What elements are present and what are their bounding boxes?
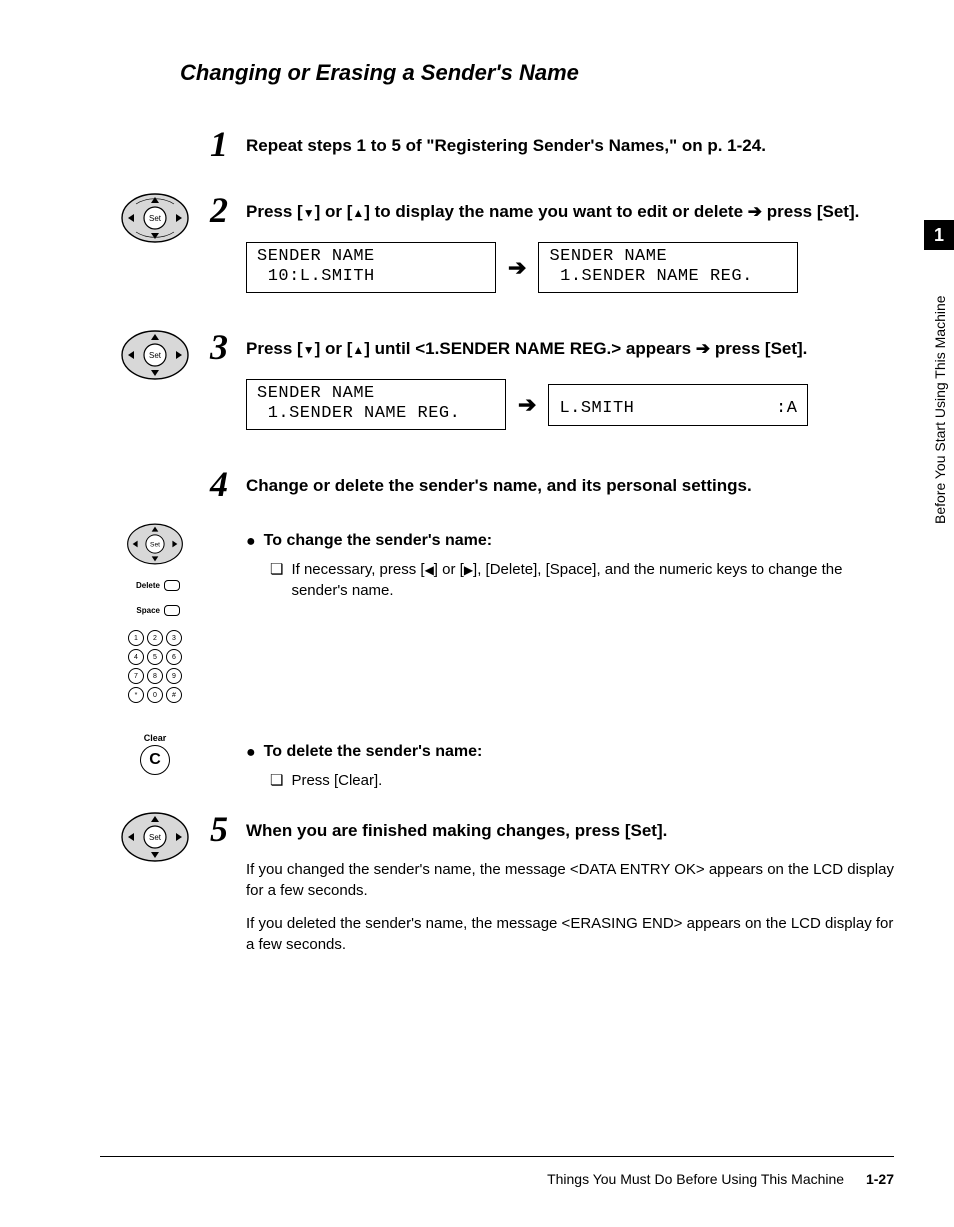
step-number: 1 [210, 126, 234, 162]
svg-text:Set: Set [149, 214, 162, 223]
paragraph: If you changed the sender's name, the me… [246, 859, 894, 901]
arrow-icon: ➔ [508, 255, 526, 281]
step-5: Set 5 When you are finished making chang… [100, 811, 894, 955]
down-icon: ▼ [303, 343, 315, 357]
step-number: 2 [210, 192, 234, 228]
up-icon: ▲ [352, 343, 364, 357]
step-4-change: Set Delete Space 123 456 789 *0# [100, 522, 894, 703]
step-4: 4 Change or delete the sender's name, an… [100, 466, 894, 502]
sub-heading: To change the sender's name: [264, 532, 492, 550]
svg-text:Set: Set [150, 542, 160, 549]
lcd-display: SENDER NAME 1.SENDER NAME REG. [246, 379, 506, 430]
navpad-icon: Set [126, 522, 184, 566]
section-title: Changing or Erasing a Sender's Name [180, 60, 894, 86]
step-number: 3 [210, 329, 234, 365]
step-4-delete: Clear C ● To delete the sender's name: ❏… [100, 733, 894, 791]
navpad-icon: Set [120, 811, 190, 863]
clear-button-icon: Clear C [140, 733, 170, 775]
up-icon: ▲ [352, 206, 364, 220]
step-text: Repeat steps 1 to 5 of "Registering Send… [246, 126, 766, 159]
step-text: When you are finished making changes, pr… [246, 811, 667, 844]
sub-heading: To delete the sender's name: [264, 743, 483, 761]
space-button-icon: Space [130, 605, 180, 616]
step-number: 5 [210, 811, 234, 847]
arrow-icon: ➔ [748, 202, 762, 221]
chapter-tab: 1 [924, 220, 954, 250]
down-icon: ▼ [303, 206, 315, 220]
lcd-display: L.SMITH:A [548, 384, 808, 426]
step-2: Set 2 Press [▼] or [▲] to display the na… [100, 192, 894, 309]
svg-text:Set: Set [149, 833, 162, 842]
step-number: 4 [210, 466, 234, 502]
step-text: Change or delete the sender's name, and … [246, 466, 752, 499]
box-bullet-icon: ❏ [270, 559, 283, 601]
navpad-icon: Set [120, 329, 190, 381]
step-text: Press [▼] or [▲] until <1.SENDER NAME RE… [246, 329, 807, 362]
box-bullet-icon: ❏ [270, 770, 283, 791]
page-number: 1-27 [866, 1171, 894, 1187]
step-text: Press [▼] or [▲] to display the name you… [246, 192, 859, 225]
bullet-icon: ● [246, 532, 256, 553]
lcd-display: SENDER NAME 1.SENDER NAME REG. [538, 242, 798, 293]
bullet-icon: ● [246, 743, 256, 764]
left-icon: ◀ [425, 563, 434, 577]
footer-section: Things You Must Do Before Using This Mac… [547, 1171, 844, 1187]
arrow-icon: ➔ [518, 392, 536, 418]
step-3: Set 3 Press [▼] or [▲] until <1.SENDER N… [100, 329, 894, 446]
footer-rule [100, 1156, 894, 1157]
step-1: 1 Repeat steps 1 to 5 of "Registering Se… [100, 126, 894, 162]
chapter-label: Before You Start Using This Machine [932, 260, 948, 560]
sub-item-text: Press [Clear]. [291, 770, 382, 791]
paragraph: If you deleted the sender's name, the me… [246, 913, 894, 955]
right-icon: ▶ [464, 563, 473, 577]
arrow-icon: ➔ [696, 339, 710, 358]
page-footer: Things You Must Do Before Using This Mac… [547, 1171, 894, 1187]
delete-button-icon: Delete [130, 580, 180, 591]
navpad-icon: Set [120, 192, 190, 244]
lcd-display: SENDER NAME 10:L.SMITH [246, 242, 496, 293]
svg-text:Set: Set [149, 351, 162, 360]
numeric-keypad-icon: 123 456 789 *0# [128, 630, 182, 703]
sub-item-text: If necessary, press [◀] or [▶], [Delete]… [291, 559, 894, 601]
